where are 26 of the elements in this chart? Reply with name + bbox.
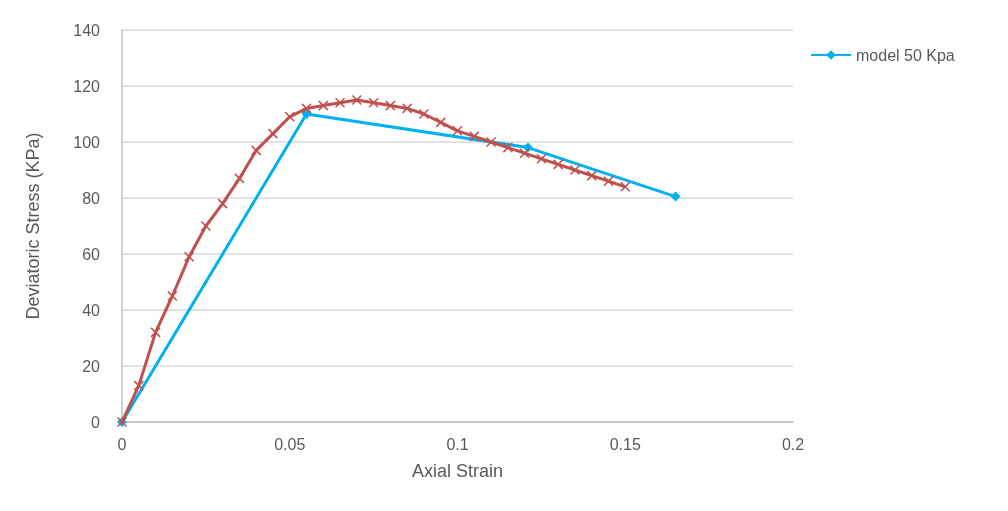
- point: [670, 191, 681, 202]
- point: [217, 198, 228, 209]
- point: [234, 173, 245, 184]
- point: [418, 108, 430, 120]
- x-tick-label: 0.1: [446, 435, 469, 453]
- legend-label: model 50 Kpa: [856, 46, 955, 64]
- y-tick-label: 100: [73, 133, 101, 151]
- y-tick-label: 120: [73, 77, 101, 95]
- y-tick-label: 40: [82, 301, 101, 319]
- x-tick-label: 0.05: [274, 435, 306, 453]
- y-tick-label: 140: [73, 21, 101, 39]
- point: [385, 100, 396, 111]
- y-tick-label: 80: [82, 189, 101, 207]
- point: [301, 109, 312, 119]
- point: [284, 111, 295, 123]
- point: [150, 327, 161, 338]
- point: [620, 181, 631, 193]
- y-tick-label: 0: [91, 413, 101, 431]
- y-tick-label: 20: [82, 357, 101, 375]
- x-tick-label: 0.2: [781, 435, 805, 453]
- y-axis-title: Deviatoric Stress (KPa): [23, 132, 43, 320]
- x-tick-label: 0.15: [609, 435, 641, 453]
- y-tick-label: 60: [82, 245, 101, 263]
- x-axis-title: Axial Strain: [411, 461, 504, 481]
- point: [485, 136, 497, 148]
- x-tick-label: 0: [117, 435, 127, 453]
